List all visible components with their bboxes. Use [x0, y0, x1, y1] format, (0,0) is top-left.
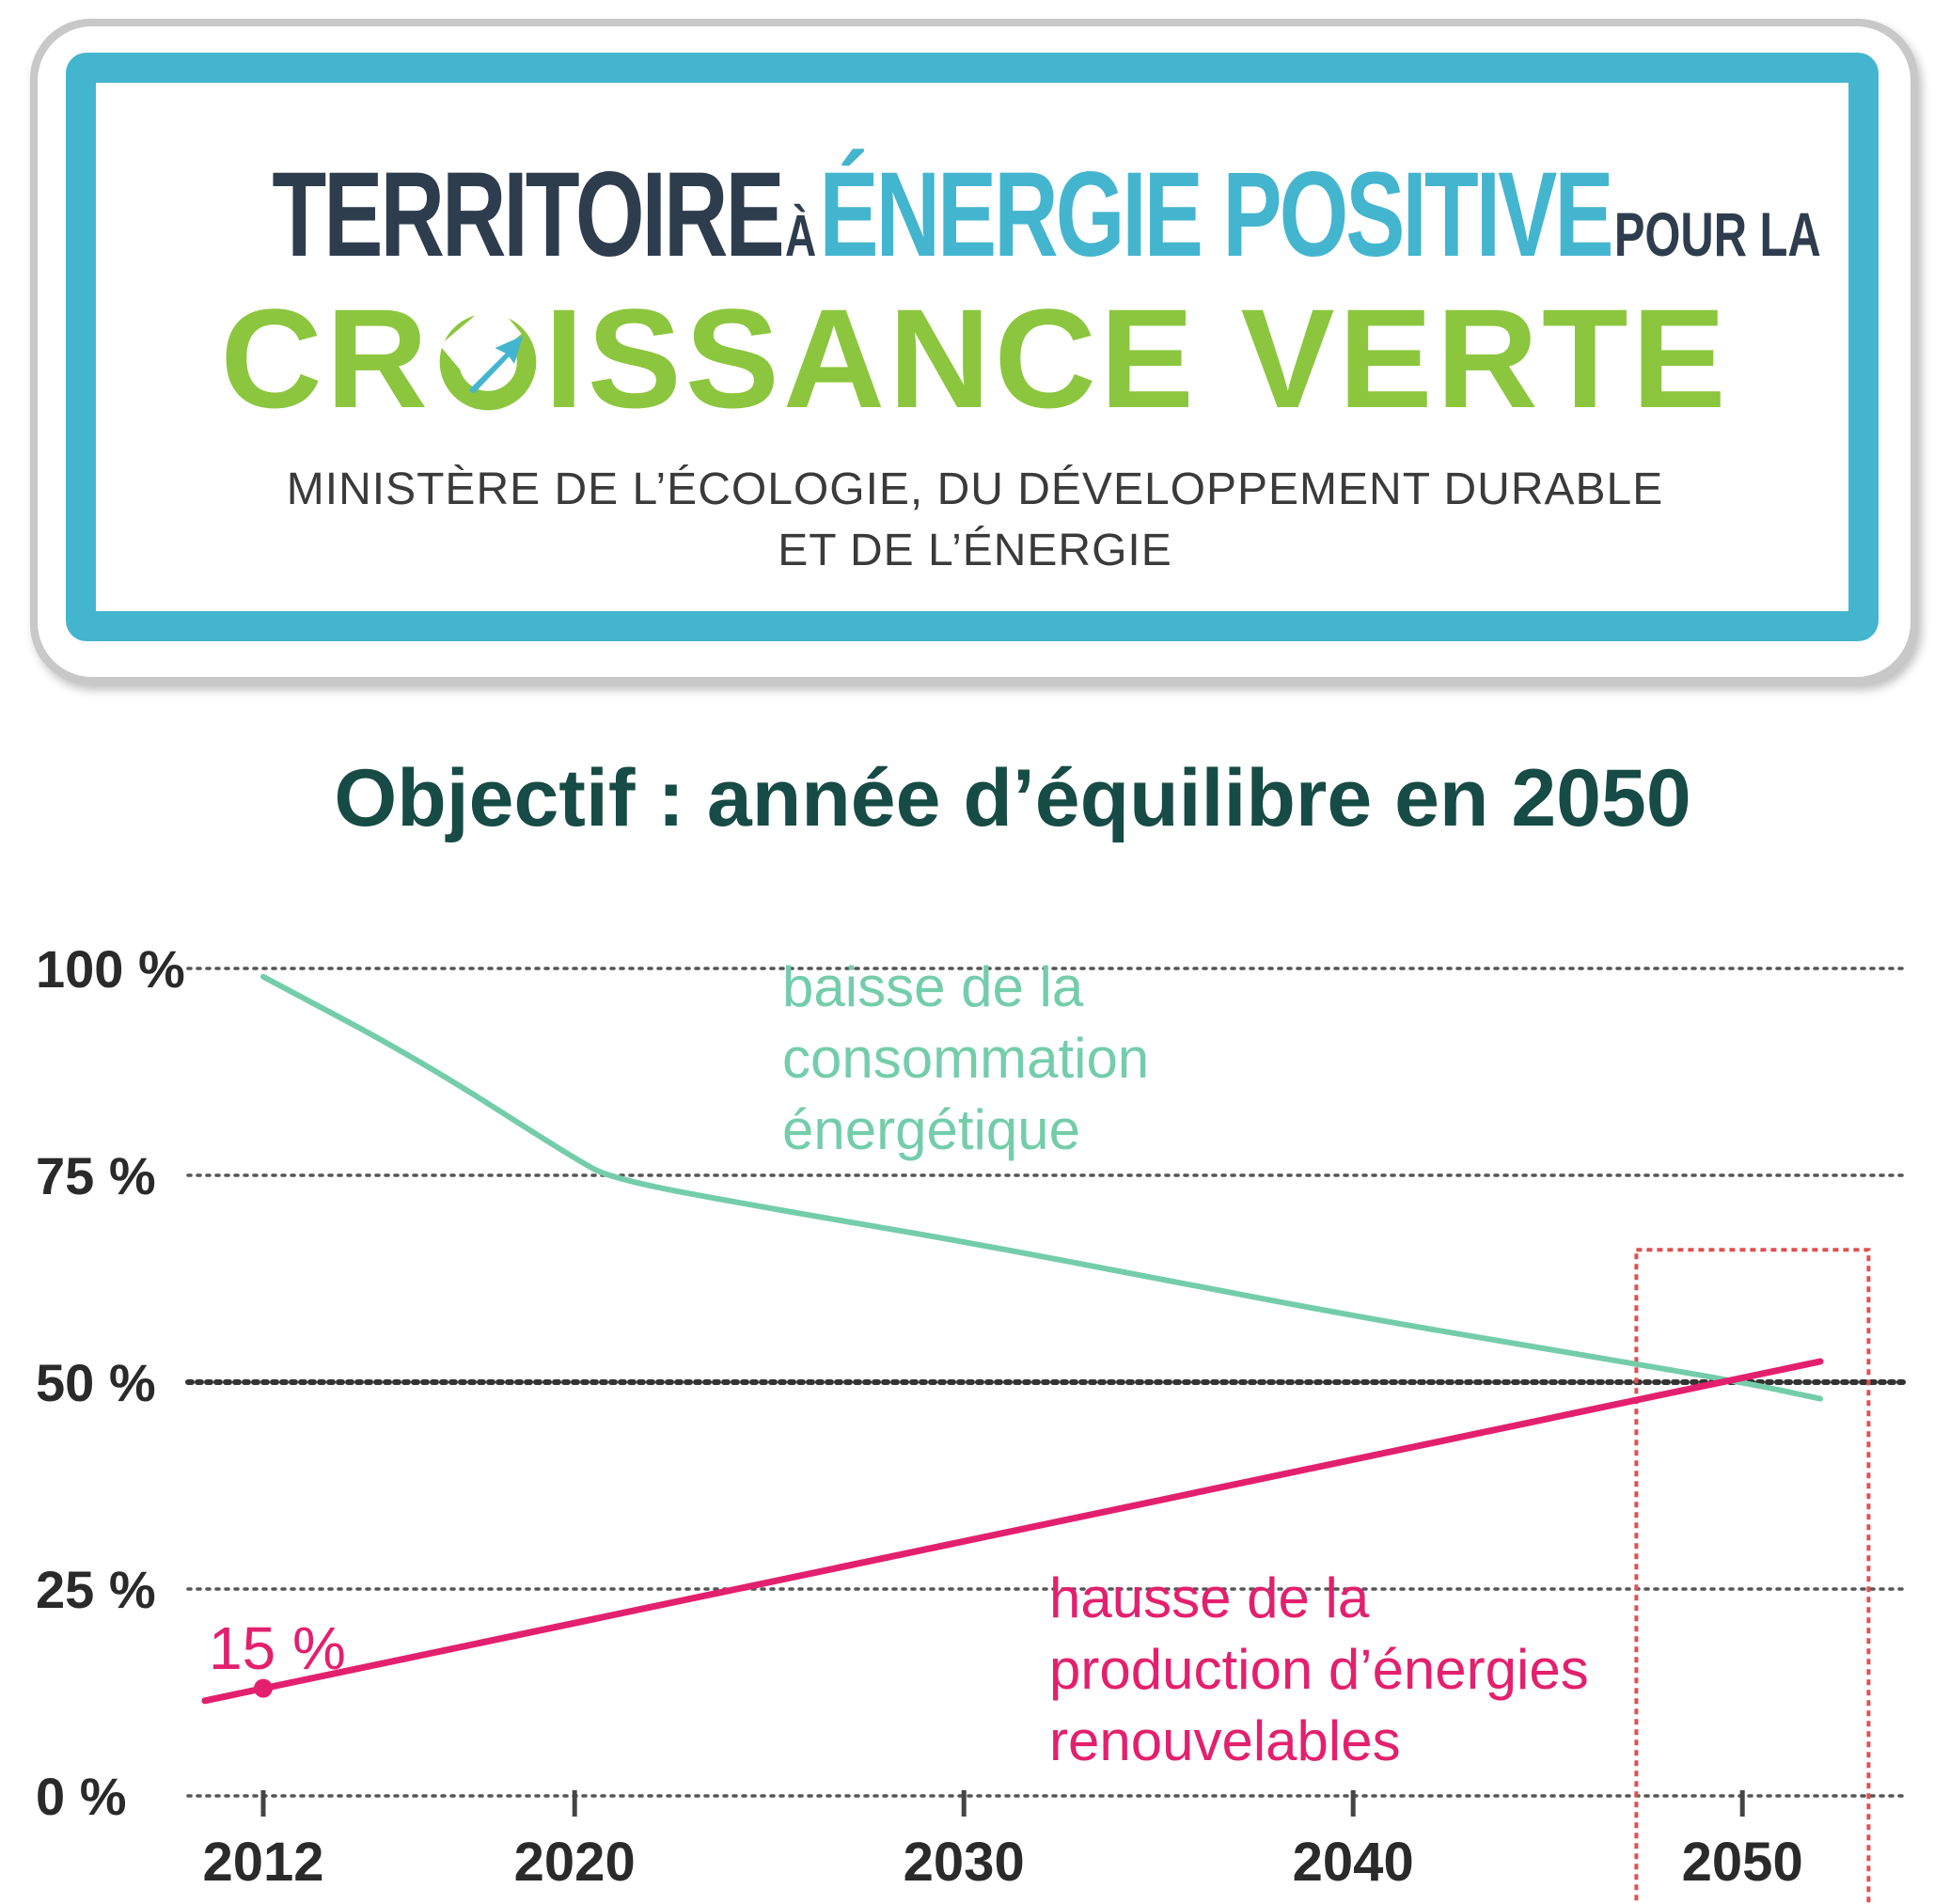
marker-15-percent [254, 1678, 273, 1698]
ministry-line-2: ET DE L’ÉNERGIE [778, 526, 1172, 575]
y-tick-label: 75 % [36, 1146, 156, 1205]
y-tick-label: 0 % [36, 1767, 127, 1826]
annotation-consumption-line-2: consommation [782, 1027, 1149, 1090]
x-tick-label: 2020 [514, 1832, 636, 1893]
ministry-line-1: MINISTÈRE DE L’ÉCOLOGIE, DU DÉVELOPPEMEN… [286, 464, 1664, 514]
x-tick-label: 2050 [1682, 1832, 1803, 1893]
y-tick-label: 25 % [36, 1560, 156, 1619]
logo-line-2: CR ISSANCE VERTE [0, 277, 1950, 440]
y-tick-label: 50 % [36, 1353, 156, 1412]
logo-line-1: TERRITOIRE À ÉNERGIE POSITIVE POUR LA [0, 146, 1950, 284]
logo-word-issance-verte: ISSANCE VERTE [544, 279, 1730, 437]
x-tick-label: 2030 [904, 1832, 1025, 1893]
annotation-consumption-line-3: énergétique [782, 1098, 1080, 1161]
annotation-renewables-line-2: production d’énergies [1049, 1638, 1589, 1701]
logo-frame [66, 53, 1879, 641]
annotation-renewables-line-1: hausse de la [1049, 1566, 1370, 1629]
logo-word-territoire: TERRITOIRE [272, 148, 784, 282]
y-tick-label: 100 % [36, 939, 185, 999]
annotation-consumption-line-1: baisse de la [782, 955, 1084, 1018]
series-renewables-line [201, 1358, 1824, 1705]
annotation-15-percent: 15 % [209, 1614, 346, 1682]
annotation-renewables-line-3: renouvelables [1049, 1709, 1401, 1772]
logo-word-pour-la: POUR LA [1613, 199, 1821, 269]
chart-title: Objectif : année d’équilibre en 2050 [334, 753, 1691, 843]
x-tick-label: 2012 [202, 1832, 323, 1893]
logo-word-energie-positive: ÉNERGIE POSITIVE [819, 148, 1613, 282]
logo-word-a: À [784, 204, 817, 269]
series-consumption-line [260, 973, 1823, 1402]
growth-arrow-icon [439, 309, 537, 411]
highlight-box-2050 [1634, 1248, 1871, 1904]
logo-word-cr: CR [220, 279, 432, 437]
x-tick-label: 2040 [1293, 1832, 1414, 1893]
